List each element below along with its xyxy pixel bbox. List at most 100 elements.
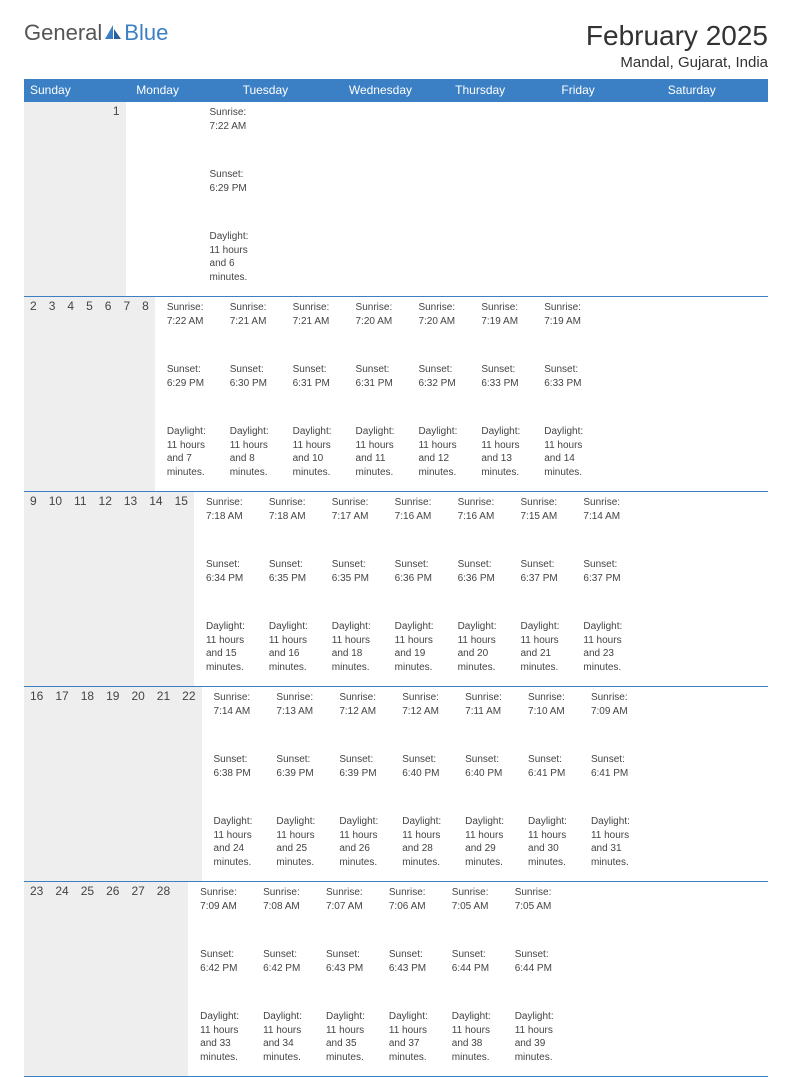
sunrise-text: Sunrise: 7:19 AM <box>538 299 589 361</box>
day-number: 8 <box>136 297 155 491</box>
day-info: Sunrise: 7:16 AMSunset: 6:36 PMDaylight:… <box>446 492 509 686</box>
day-number: 16 <box>24 687 49 881</box>
sunset-text: Sunset: 6:29 PM <box>161 361 212 423</box>
sunrise-text: Sunrise: 7:22 AM <box>204 104 255 166</box>
daylight-text: Daylight: 11 hours and 37 minutes. <box>383 1008 434 1070</box>
daylight-text: Daylight: 11 hours and 33 minutes. <box>194 1008 245 1070</box>
sunrise-text: Sunrise: 7:11 AM <box>459 689 510 751</box>
day-number <box>176 882 188 1076</box>
sunset-text: Sunset: 6:31 PM <box>350 361 401 423</box>
sunset-text: Sunset: 6:34 PM <box>200 556 251 618</box>
sunset-text: Sunset: 6:35 PM <box>263 556 314 618</box>
day-info: Sunrise: 7:14 AMSunset: 6:38 PMDaylight:… <box>202 687 265 881</box>
dayname-tue: Tuesday <box>237 79 343 101</box>
day-number: 13 <box>118 492 143 686</box>
daylight-text: Daylight: 11 hours and 24 minutes. <box>208 813 259 875</box>
day-info: Sunrise: 7:21 AMSunset: 6:31 PMDaylight:… <box>281 297 344 491</box>
daylight-text: Daylight: 11 hours and 12 minutes. <box>412 423 463 485</box>
sunset-text: Sunset: 6:36 PM <box>452 556 503 618</box>
dayname-sat: Saturday <box>662 79 768 101</box>
day-info <box>174 102 186 296</box>
daylight-text: Daylight: 11 hours and 30 minutes. <box>522 813 573 875</box>
sunrise-text: Sunrise: 7:21 AM <box>224 299 275 361</box>
sunrise-text: Sunrise: 7:21 AM <box>287 299 338 361</box>
day-number-row: 9101112131415 <box>24 492 194 686</box>
daylight-text: Daylight: 11 hours and 39 minutes. <box>509 1008 560 1070</box>
day-number <box>79 102 93 296</box>
day-number-row: 1 <box>24 102 126 296</box>
day-number: 18 <box>75 687 100 881</box>
header: General Blue February 2025 Mandal, Gujar… <box>24 20 768 71</box>
day-number-row: 16171819202122 <box>24 687 202 881</box>
day-info: Sunrise: 7:08 AMSunset: 6:42 PMDaylight:… <box>251 882 314 1076</box>
daylight-text: Daylight: 11 hours and 15 minutes. <box>200 618 251 680</box>
sunset-text: Sunset: 6:30 PM <box>224 361 275 423</box>
day-info <box>126 102 138 296</box>
day-number <box>38 102 52 296</box>
sunrise-text: Sunrise: 7:16 AM <box>389 494 440 556</box>
daylight-text: Daylight: 11 hours and 8 minutes. <box>224 423 275 485</box>
sunrise-text: Sunrise: 7:17 AM <box>326 494 377 556</box>
day-number: 14 <box>143 492 168 686</box>
day-number: 15 <box>169 492 194 686</box>
daylight-text: Daylight: 11 hours and 14 minutes. <box>538 423 589 485</box>
sunset-text: Sunset: 6:41 PM <box>522 751 573 813</box>
sunrise-text: Sunrise: 7:05 AM <box>509 884 560 946</box>
daylight-text: Daylight: 11 hours and 18 minutes. <box>326 618 377 680</box>
day-info: Sunrise: 7:19 AMSunset: 6:33 PMDaylight:… <box>469 297 532 491</box>
sunrise-text: Sunrise: 7:05 AM <box>446 884 497 946</box>
sunrise-text: Sunrise: 7:14 AM <box>208 689 259 751</box>
logo-word2: Blue <box>124 20 168 46</box>
day-number: 23 <box>24 882 49 1076</box>
day-info: Sunrise: 7:12 AMSunset: 6:40 PMDaylight:… <box>390 687 453 881</box>
day-number: 12 <box>93 492 118 686</box>
sunset-text: Sunset: 6:40 PM <box>396 751 447 813</box>
day-info: Sunrise: 7:06 AMSunset: 6:43 PMDaylight:… <box>377 882 440 1076</box>
sunset-text: Sunset: 6:37 PM <box>577 556 628 618</box>
day-number <box>24 102 38 296</box>
sunrise-text: Sunrise: 7:12 AM <box>396 689 447 751</box>
daylight-text: Daylight: 11 hours and 16 minutes. <box>263 618 314 680</box>
sunset-text: Sunset: 6:33 PM <box>475 361 526 423</box>
day-number-row: 232425262728 <box>24 882 188 1076</box>
day-info: Sunrise: 7:22 AMSunset: 6:29 PMDaylight:… <box>155 297 218 491</box>
sunrise-text: Sunrise: 7:16 AM <box>452 494 503 556</box>
dayname-fri: Friday <box>555 79 661 101</box>
logo-word1: General <box>24 20 102 46</box>
day-info: Sunrise: 7:14 AMSunset: 6:37 PMDaylight:… <box>571 492 634 686</box>
day-info: Sunrise: 7:05 AMSunset: 6:44 PMDaylight:… <box>440 882 503 1076</box>
day-info <box>566 882 578 1076</box>
day-info: Sunrise: 7:19 AMSunset: 6:33 PMDaylight:… <box>532 297 595 491</box>
sunset-text: Sunset: 6:33 PM <box>538 361 589 423</box>
sunset-text: Sunset: 6:32 PM <box>412 361 463 423</box>
day-info-row: Sunrise: 7:09 AMSunset: 6:42 PMDaylight:… <box>188 882 577 1076</box>
day-number: 28 <box>151 882 176 1076</box>
sunrise-text: Sunrise: 7:12 AM <box>333 689 384 751</box>
daylight-text: Daylight: 11 hours and 20 minutes. <box>452 618 503 680</box>
calendar-header-row: Sunday Monday Tuesday Wednesday Thursday… <box>24 79 768 101</box>
day-number: 3 <box>43 297 62 491</box>
sunset-text: Sunset: 6:42 PM <box>194 946 245 1008</box>
sunset-text: Sunset: 6:39 PM <box>333 751 384 813</box>
day-info: Sunrise: 7:17 AMSunset: 6:35 PMDaylight:… <box>320 492 383 686</box>
sunset-text: Sunset: 6:38 PM <box>208 751 259 813</box>
sunrise-text: Sunrise: 7:18 AM <box>263 494 314 556</box>
day-number-row: 2345678 <box>24 297 155 491</box>
dayname-thu: Thursday <box>449 79 555 101</box>
day-info: Sunrise: 7:22 AMSunset: 6:29 PMDaylight:… <box>198 102 261 296</box>
sunrise-text: Sunrise: 7:06 AM <box>383 884 434 946</box>
day-number: 21 <box>151 687 176 881</box>
sunset-text: Sunset: 6:42 PM <box>257 946 308 1008</box>
dayname-wed: Wednesday <box>343 79 449 101</box>
day-number: 17 <box>49 687 74 881</box>
sunrise-text: Sunrise: 7:13 AM <box>270 689 321 751</box>
sunrise-text: Sunrise: 7:08 AM <box>257 884 308 946</box>
daylight-text: Daylight: 11 hours and 25 minutes. <box>270 813 321 875</box>
day-number: 19 <box>100 687 125 881</box>
day-number: 5 <box>80 297 99 491</box>
day-info <box>150 102 162 296</box>
day-number: 24 <box>49 882 74 1076</box>
daylight-text: Daylight: 11 hours and 19 minutes. <box>389 618 440 680</box>
sunrise-text: Sunrise: 7:19 AM <box>475 299 526 361</box>
day-info: Sunrise: 7:05 AMSunset: 6:44 PMDaylight:… <box>503 882 566 1076</box>
